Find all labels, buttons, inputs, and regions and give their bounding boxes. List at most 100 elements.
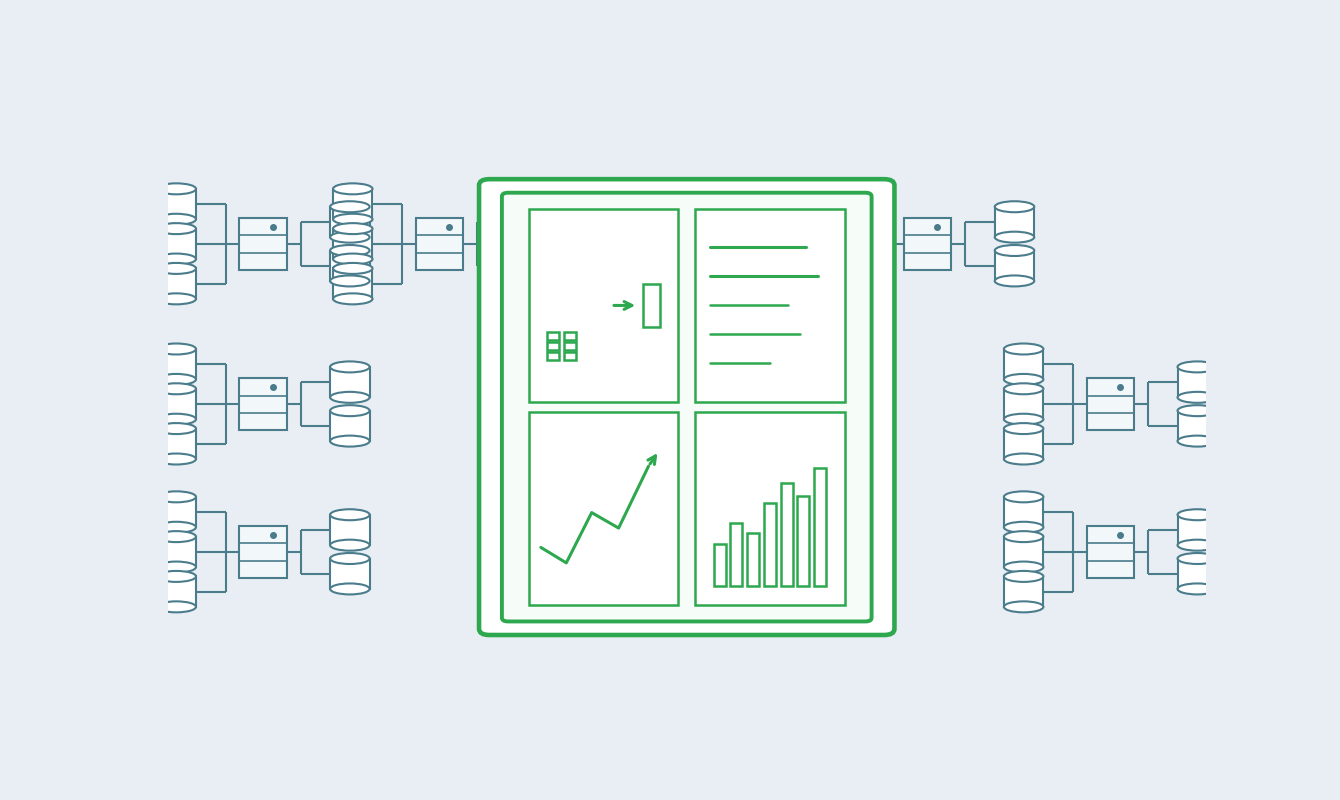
Ellipse shape xyxy=(157,423,196,434)
Bar xyxy=(815,469,825,586)
Ellipse shape xyxy=(1178,436,1217,446)
Ellipse shape xyxy=(1178,392,1217,403)
FancyBboxPatch shape xyxy=(502,193,871,622)
Bar xyxy=(1178,410,1217,441)
Bar xyxy=(1178,558,1217,589)
Bar xyxy=(1004,537,1044,567)
Bar xyxy=(764,503,776,586)
Ellipse shape xyxy=(507,245,547,256)
Ellipse shape xyxy=(1004,602,1044,612)
Ellipse shape xyxy=(157,602,196,612)
Bar xyxy=(643,284,661,326)
Bar xyxy=(157,189,196,219)
Bar xyxy=(240,526,287,578)
Bar xyxy=(994,250,1034,281)
Ellipse shape xyxy=(157,254,196,265)
Ellipse shape xyxy=(821,254,860,265)
Ellipse shape xyxy=(509,183,549,194)
Ellipse shape xyxy=(330,436,370,446)
Bar xyxy=(714,544,725,586)
Ellipse shape xyxy=(1004,414,1044,425)
Bar xyxy=(564,333,576,340)
Ellipse shape xyxy=(507,275,547,286)
Bar xyxy=(1004,577,1044,607)
Bar xyxy=(157,497,196,527)
Ellipse shape xyxy=(330,540,370,550)
Ellipse shape xyxy=(157,454,196,465)
Ellipse shape xyxy=(157,562,196,573)
Ellipse shape xyxy=(157,531,196,542)
Bar xyxy=(330,410,370,441)
Ellipse shape xyxy=(821,183,860,194)
Ellipse shape xyxy=(1004,571,1044,582)
Ellipse shape xyxy=(509,254,549,265)
Ellipse shape xyxy=(507,202,547,212)
Bar xyxy=(547,352,559,359)
Ellipse shape xyxy=(157,223,196,234)
Ellipse shape xyxy=(330,553,370,564)
Ellipse shape xyxy=(1004,383,1044,394)
Bar xyxy=(157,537,196,567)
Ellipse shape xyxy=(683,245,722,256)
Ellipse shape xyxy=(330,275,370,286)
Ellipse shape xyxy=(157,491,196,502)
Ellipse shape xyxy=(507,232,547,242)
FancyBboxPatch shape xyxy=(695,209,844,402)
Bar xyxy=(330,367,370,398)
Bar xyxy=(330,558,370,589)
Ellipse shape xyxy=(157,383,196,394)
Bar xyxy=(1004,349,1044,379)
Ellipse shape xyxy=(821,263,860,274)
Ellipse shape xyxy=(509,214,549,225)
Bar xyxy=(1178,367,1217,398)
Bar xyxy=(564,342,576,350)
FancyBboxPatch shape xyxy=(529,412,678,606)
Bar xyxy=(994,206,1034,237)
Bar xyxy=(1004,497,1044,527)
Ellipse shape xyxy=(1178,510,1217,520)
Ellipse shape xyxy=(821,294,860,304)
Ellipse shape xyxy=(157,414,196,425)
Ellipse shape xyxy=(821,214,860,225)
Ellipse shape xyxy=(683,275,722,286)
Bar xyxy=(240,378,287,430)
Bar xyxy=(157,577,196,607)
Bar xyxy=(905,218,951,270)
Ellipse shape xyxy=(330,202,370,212)
Bar xyxy=(157,269,196,299)
Ellipse shape xyxy=(334,263,373,274)
Bar xyxy=(1004,429,1044,459)
Ellipse shape xyxy=(157,294,196,304)
Ellipse shape xyxy=(330,583,370,594)
Ellipse shape xyxy=(330,362,370,372)
Bar xyxy=(507,250,547,281)
Ellipse shape xyxy=(994,275,1034,286)
Bar xyxy=(730,522,742,586)
Bar xyxy=(821,269,860,299)
Ellipse shape xyxy=(330,510,370,520)
Ellipse shape xyxy=(1178,405,1217,416)
Bar xyxy=(564,352,576,359)
Ellipse shape xyxy=(330,392,370,403)
Ellipse shape xyxy=(1178,362,1217,372)
Ellipse shape xyxy=(157,343,196,354)
Ellipse shape xyxy=(994,245,1034,256)
Bar xyxy=(1178,514,1217,545)
Bar xyxy=(334,229,373,259)
Ellipse shape xyxy=(334,223,373,234)
Bar xyxy=(157,429,196,459)
Ellipse shape xyxy=(683,232,722,242)
Bar xyxy=(330,206,370,237)
Ellipse shape xyxy=(157,522,196,533)
Bar xyxy=(509,229,549,259)
Ellipse shape xyxy=(994,232,1034,242)
Ellipse shape xyxy=(1004,562,1044,573)
Ellipse shape xyxy=(1004,522,1044,533)
Bar xyxy=(748,534,758,586)
Ellipse shape xyxy=(994,202,1034,212)
Bar xyxy=(157,349,196,379)
Ellipse shape xyxy=(509,223,549,234)
Bar xyxy=(330,250,370,281)
Bar xyxy=(334,269,373,299)
Ellipse shape xyxy=(1178,553,1217,564)
